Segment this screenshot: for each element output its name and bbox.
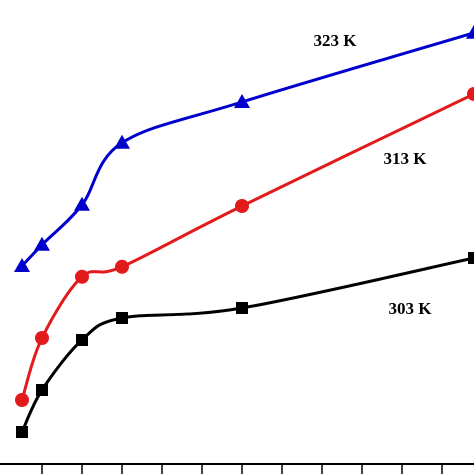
marker — [74, 196, 90, 211]
marker — [115, 259, 129, 274]
marker — [466, 24, 474, 39]
series-line — [20, 92, 474, 401]
marker — [76, 334, 88, 346]
marker — [16, 426, 28, 438]
marker — [116, 312, 128, 324]
marker — [14, 258, 30, 272]
marker — [114, 134, 130, 149]
marker — [235, 199, 249, 213]
marker — [75, 269, 89, 284]
marker — [236, 302, 248, 314]
marker — [468, 252, 474, 264]
marker — [35, 331, 49, 345]
series-label: 323 K — [314, 31, 358, 50]
marker — [34, 236, 50, 251]
series-line — [20, 256, 474, 433]
marker — [15, 393, 29, 407]
marker — [234, 94, 250, 108]
series-label: 313 K — [384, 149, 428, 168]
series-label: 303 K — [389, 299, 433, 318]
marker — [36, 384, 48, 396]
marker — [467, 87, 474, 101]
